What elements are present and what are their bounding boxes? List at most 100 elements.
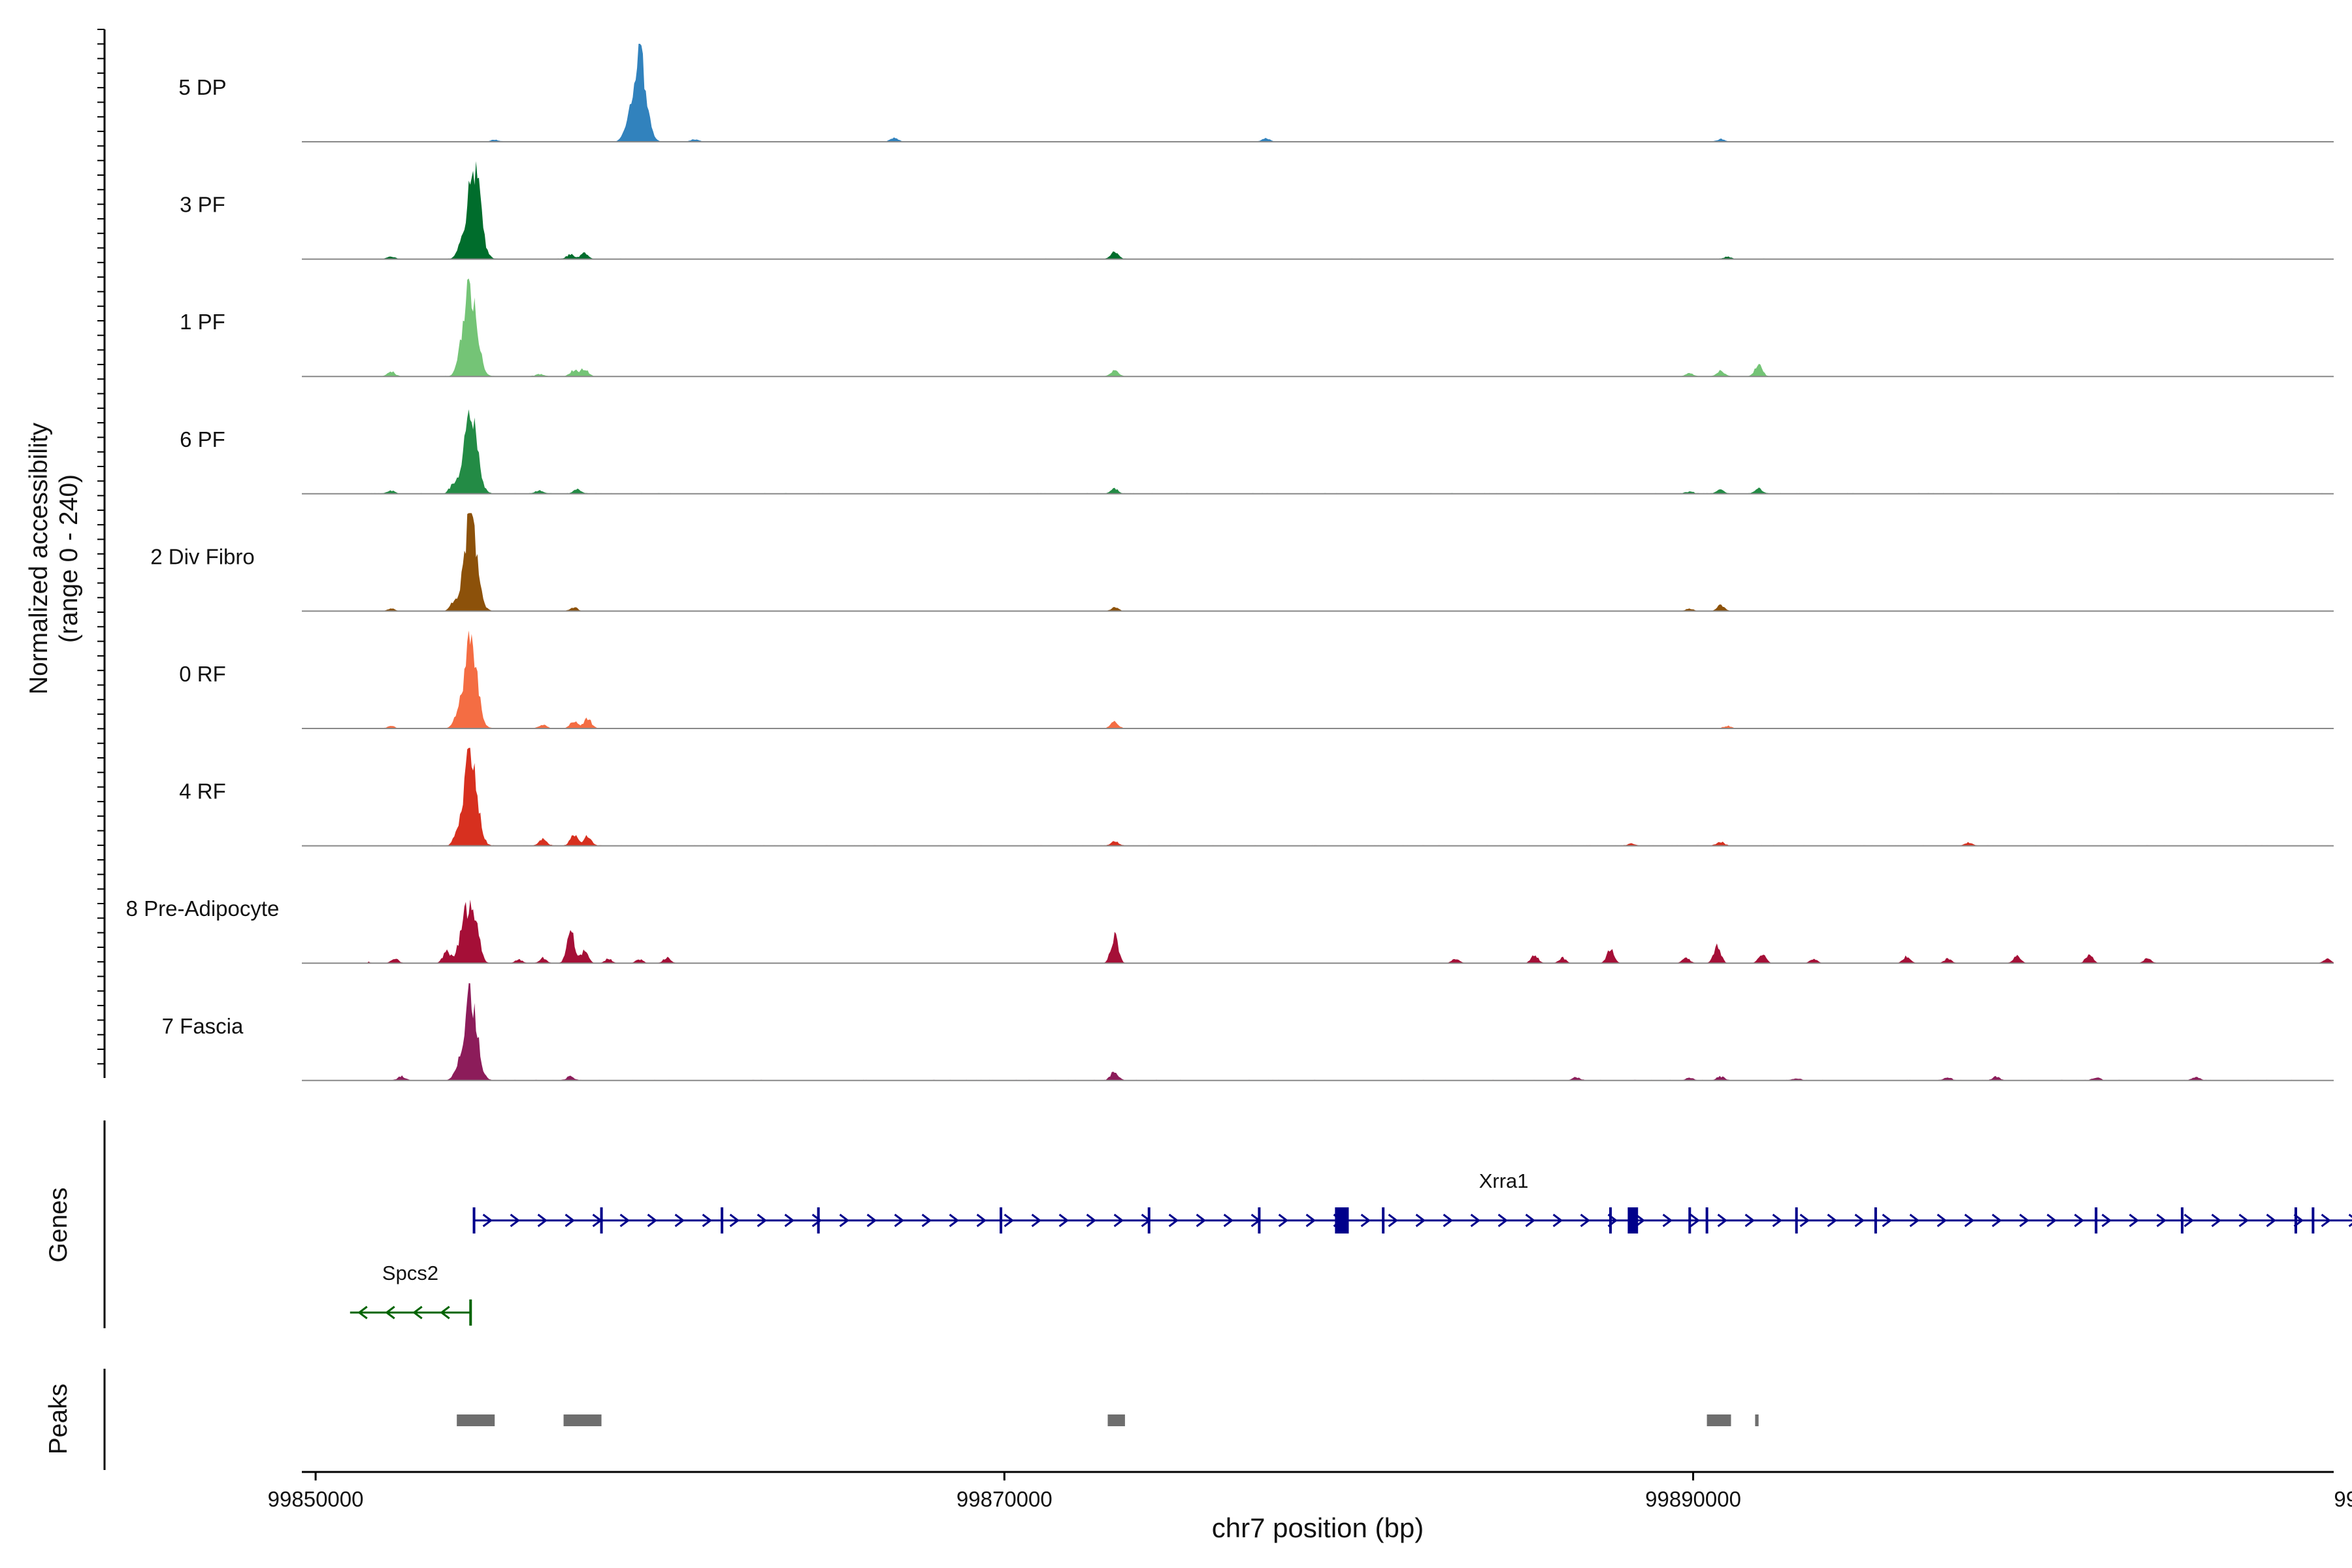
- exon-block: [1627, 1207, 1639, 1233]
- strand-chevron: [1525, 1213, 1536, 1228]
- strand-chevron: [757, 1213, 768, 1228]
- strand-chevron: [894, 1213, 905, 1228]
- strand-chevron: [2266, 1213, 2277, 1228]
- track-label: 2 Div Fibro: [150, 544, 255, 568]
- strand-chevron: [647, 1213, 658, 1228]
- gene-model: Spcs2: [350, 1262, 472, 1326]
- strand-chevron: [1443, 1213, 1454, 1228]
- strand-chevron: [2183, 1213, 2195, 1228]
- track-label: 7 Fascia: [162, 1014, 244, 1038]
- strand-chevron: [1799, 1213, 1810, 1228]
- strand-chevron: [1168, 1213, 1179, 1228]
- x-tick-label: 99870000: [956, 1487, 1053, 1511]
- strand-chevron: [1991, 1213, 2002, 1228]
- strand-chevron: [2129, 1213, 2140, 1228]
- strand-chevron: [1360, 1213, 1371, 1228]
- peak-region-bar: [563, 1414, 602, 1426]
- strand-chevron: [1772, 1213, 1783, 1228]
- strand-chevron: [811, 1213, 823, 1228]
- strand-chevron: [1058, 1213, 1070, 1228]
- strand-chevron: [866, 1213, 877, 1228]
- exon-block: [1335, 1207, 1349, 1233]
- strand-chevron: [1415, 1213, 1426, 1228]
- y-axis-label-line2: (range 0 - 240): [55, 474, 83, 643]
- coverage-tracks: 5 DP 3 PF 1 PF 6 PF 2 Div Fibro 0 RF 4 RF 8 Pre…: [126, 44, 2334, 1081]
- strand-chevron: [1004, 1213, 1015, 1228]
- x-tick-label: 99890000: [1645, 1487, 1741, 1511]
- strand-chevron: [2156, 1213, 2167, 1228]
- track-label: 0 RF: [179, 662, 226, 686]
- strand-chevron: [482, 1213, 493, 1228]
- strand-chevron: [1635, 1213, 1646, 1228]
- track-label: 6 PF: [180, 427, 225, 451]
- peak-region-bar: [1755, 1414, 1759, 1426]
- strand-chevron: [1196, 1213, 1207, 1228]
- peak-regions: [457, 1414, 1759, 1426]
- peak-region-bar: [1707, 1414, 1731, 1426]
- strand-chevron: [1662, 1213, 1673, 1228]
- strand-chevron: [976, 1213, 987, 1228]
- strand-chevron: [839, 1213, 850, 1228]
- strand-chevron: [1031, 1213, 1042, 1228]
- strand-chevron: [1278, 1213, 1289, 1228]
- strand-chevron: [2019, 1213, 2030, 1228]
- strand-chevron: [2211, 1213, 2222, 1228]
- strand-chevron: [729, 1213, 740, 1228]
- coverage-track: 2 Div Fibro: [150, 513, 2334, 612]
- strand-chevron: [564, 1213, 576, 1228]
- x-axis-label: chr7 position (bp): [1212, 1512, 1424, 1543]
- strand-chevron: [1909, 1213, 1920, 1228]
- track-label: 1 PF: [180, 310, 225, 334]
- strand-chevron: [1717, 1213, 1728, 1228]
- coverage-y-axis: [97, 29, 106, 1078]
- strand-chevron: [1470, 1213, 1481, 1228]
- strand-chevron: [1964, 1213, 1975, 1228]
- strand-chevron: [702, 1213, 713, 1228]
- coverage-track: 3 PF: [180, 161, 2334, 260]
- coverage-track: 7 Fascia: [162, 983, 2334, 1081]
- strand-chevron: [784, 1213, 795, 1228]
- strand-chevron: [1223, 1213, 1234, 1228]
- strand-chevron: [1827, 1213, 1838, 1228]
- peak-region-bar: [1107, 1414, 1125, 1426]
- strand-chevron: [1580, 1213, 1591, 1228]
- x-axis-ticks: 99850000 99870000 99890000 99910000: [268, 1472, 2352, 1511]
- y-axis-label-line1: Normalized accessibility: [25, 422, 53, 694]
- strand-chevron: [2074, 1213, 2085, 1228]
- coverage-track: 6 PF: [180, 409, 2334, 495]
- gene-annotations: Xrra1Spcs2Rnf169: [350, 1169, 2352, 1326]
- strand-chevron: [412, 1305, 423, 1320]
- x-tick-label: 99910000: [2334, 1487, 2352, 1511]
- coverage-track: 4 RF: [179, 747, 2334, 847]
- track-label: 5 DP: [178, 75, 226, 99]
- strand-chevron: [1388, 1213, 1399, 1228]
- peaks-panel-label: Peaks: [44, 1384, 73, 1454]
- strand-chevron: [2321, 1213, 2332, 1228]
- strand-chevron: [537, 1213, 548, 1228]
- strand-chevron: [1690, 1213, 1701, 1228]
- gene-name-label: Xrra1: [1479, 1169, 1529, 1192]
- strand-chevron: [2238, 1213, 2249, 1228]
- strand-chevron: [1854, 1213, 1865, 1228]
- strand-chevron: [949, 1213, 960, 1228]
- strand-chevron: [1113, 1213, 1124, 1228]
- coverage-track: 8 Pre-Adipocyte: [126, 896, 2334, 964]
- strand-chevron: [2046, 1213, 2057, 1228]
- genes-panel-label: Genes: [44, 1188, 73, 1263]
- strand-chevron: [1497, 1213, 1509, 1228]
- strand-chevron: [440, 1305, 450, 1320]
- strand-chevron: [385, 1305, 395, 1320]
- x-tick-label: 99850000: [268, 1487, 364, 1511]
- strand-chevron: [510, 1213, 521, 1228]
- strand-chevron: [921, 1213, 932, 1228]
- strand-chevron: [1936, 1213, 1948, 1228]
- strand-chevron: [674, 1213, 685, 1228]
- track-label: 3 PF: [180, 193, 225, 217]
- strand-chevron: [1305, 1213, 1316, 1228]
- gene-model: Xrra1: [472, 1169, 2352, 1233]
- gene-name-label: Spcs2: [382, 1262, 438, 1284]
- strand-chevron: [357, 1305, 368, 1320]
- coverage-track: 0 RF: [179, 630, 2334, 729]
- strand-chevron: [1552, 1213, 1563, 1228]
